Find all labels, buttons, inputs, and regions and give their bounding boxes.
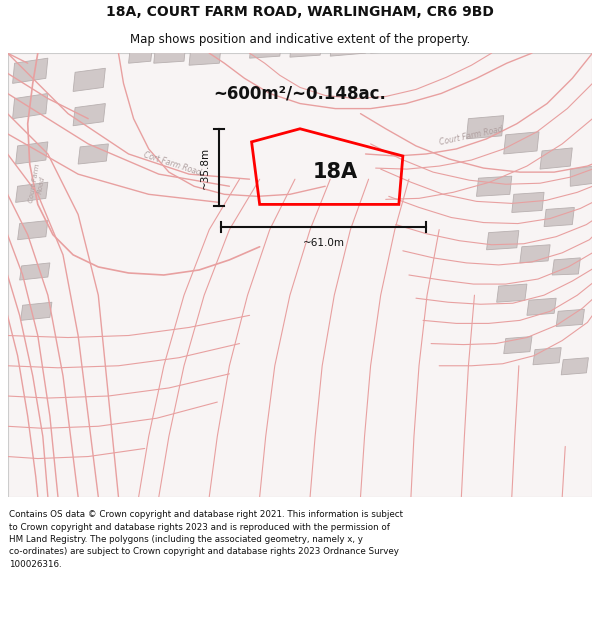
Polygon shape xyxy=(20,302,52,321)
Polygon shape xyxy=(17,221,48,240)
Polygon shape xyxy=(544,208,574,227)
Text: Cort Farm Road: Cort Farm Road xyxy=(142,151,202,178)
Polygon shape xyxy=(290,35,322,57)
Polygon shape xyxy=(371,31,408,53)
Polygon shape xyxy=(487,231,519,250)
Text: ~600m²/~0.148ac.: ~600m²/~0.148ac. xyxy=(214,84,386,102)
Polygon shape xyxy=(73,68,106,91)
Polygon shape xyxy=(533,348,561,365)
Polygon shape xyxy=(250,38,282,58)
Polygon shape xyxy=(13,94,48,119)
Polygon shape xyxy=(556,309,584,326)
Polygon shape xyxy=(13,58,48,83)
Polygon shape xyxy=(561,357,589,375)
Polygon shape xyxy=(73,104,106,126)
Polygon shape xyxy=(466,116,504,139)
Polygon shape xyxy=(527,298,556,316)
Polygon shape xyxy=(504,336,532,354)
Polygon shape xyxy=(497,284,527,302)
Text: Court Farm
Road: Court Farm Road xyxy=(28,164,47,205)
Polygon shape xyxy=(16,142,48,164)
Text: Map shows position and indicative extent of the property.: Map shows position and indicative extent… xyxy=(130,32,470,46)
Text: ~61.0m: ~61.0m xyxy=(303,238,345,248)
Polygon shape xyxy=(154,41,186,63)
Polygon shape xyxy=(552,258,580,275)
Text: Court Farm Road: Court Farm Road xyxy=(439,125,504,147)
Polygon shape xyxy=(476,176,512,196)
Polygon shape xyxy=(78,144,109,164)
Polygon shape xyxy=(189,43,221,65)
Polygon shape xyxy=(20,263,50,280)
Text: Contains OS data © Crown copyright and database right 2021. This information is : Contains OS data © Crown copyright and d… xyxy=(9,510,403,569)
Polygon shape xyxy=(16,182,48,203)
Polygon shape xyxy=(540,148,572,169)
Text: ~35.8m: ~35.8m xyxy=(200,146,210,189)
Text: 18A: 18A xyxy=(313,162,358,182)
Polygon shape xyxy=(520,245,550,263)
Text: 18A, COURT FARM ROAD, WARLINGHAM, CR6 9BD: 18A, COURT FARM ROAD, WARLINGHAM, CR6 9B… xyxy=(106,6,494,19)
Polygon shape xyxy=(504,132,539,154)
Polygon shape xyxy=(570,166,595,186)
Polygon shape xyxy=(128,43,153,63)
Polygon shape xyxy=(411,29,448,51)
Polygon shape xyxy=(512,192,544,213)
Polygon shape xyxy=(330,33,368,56)
